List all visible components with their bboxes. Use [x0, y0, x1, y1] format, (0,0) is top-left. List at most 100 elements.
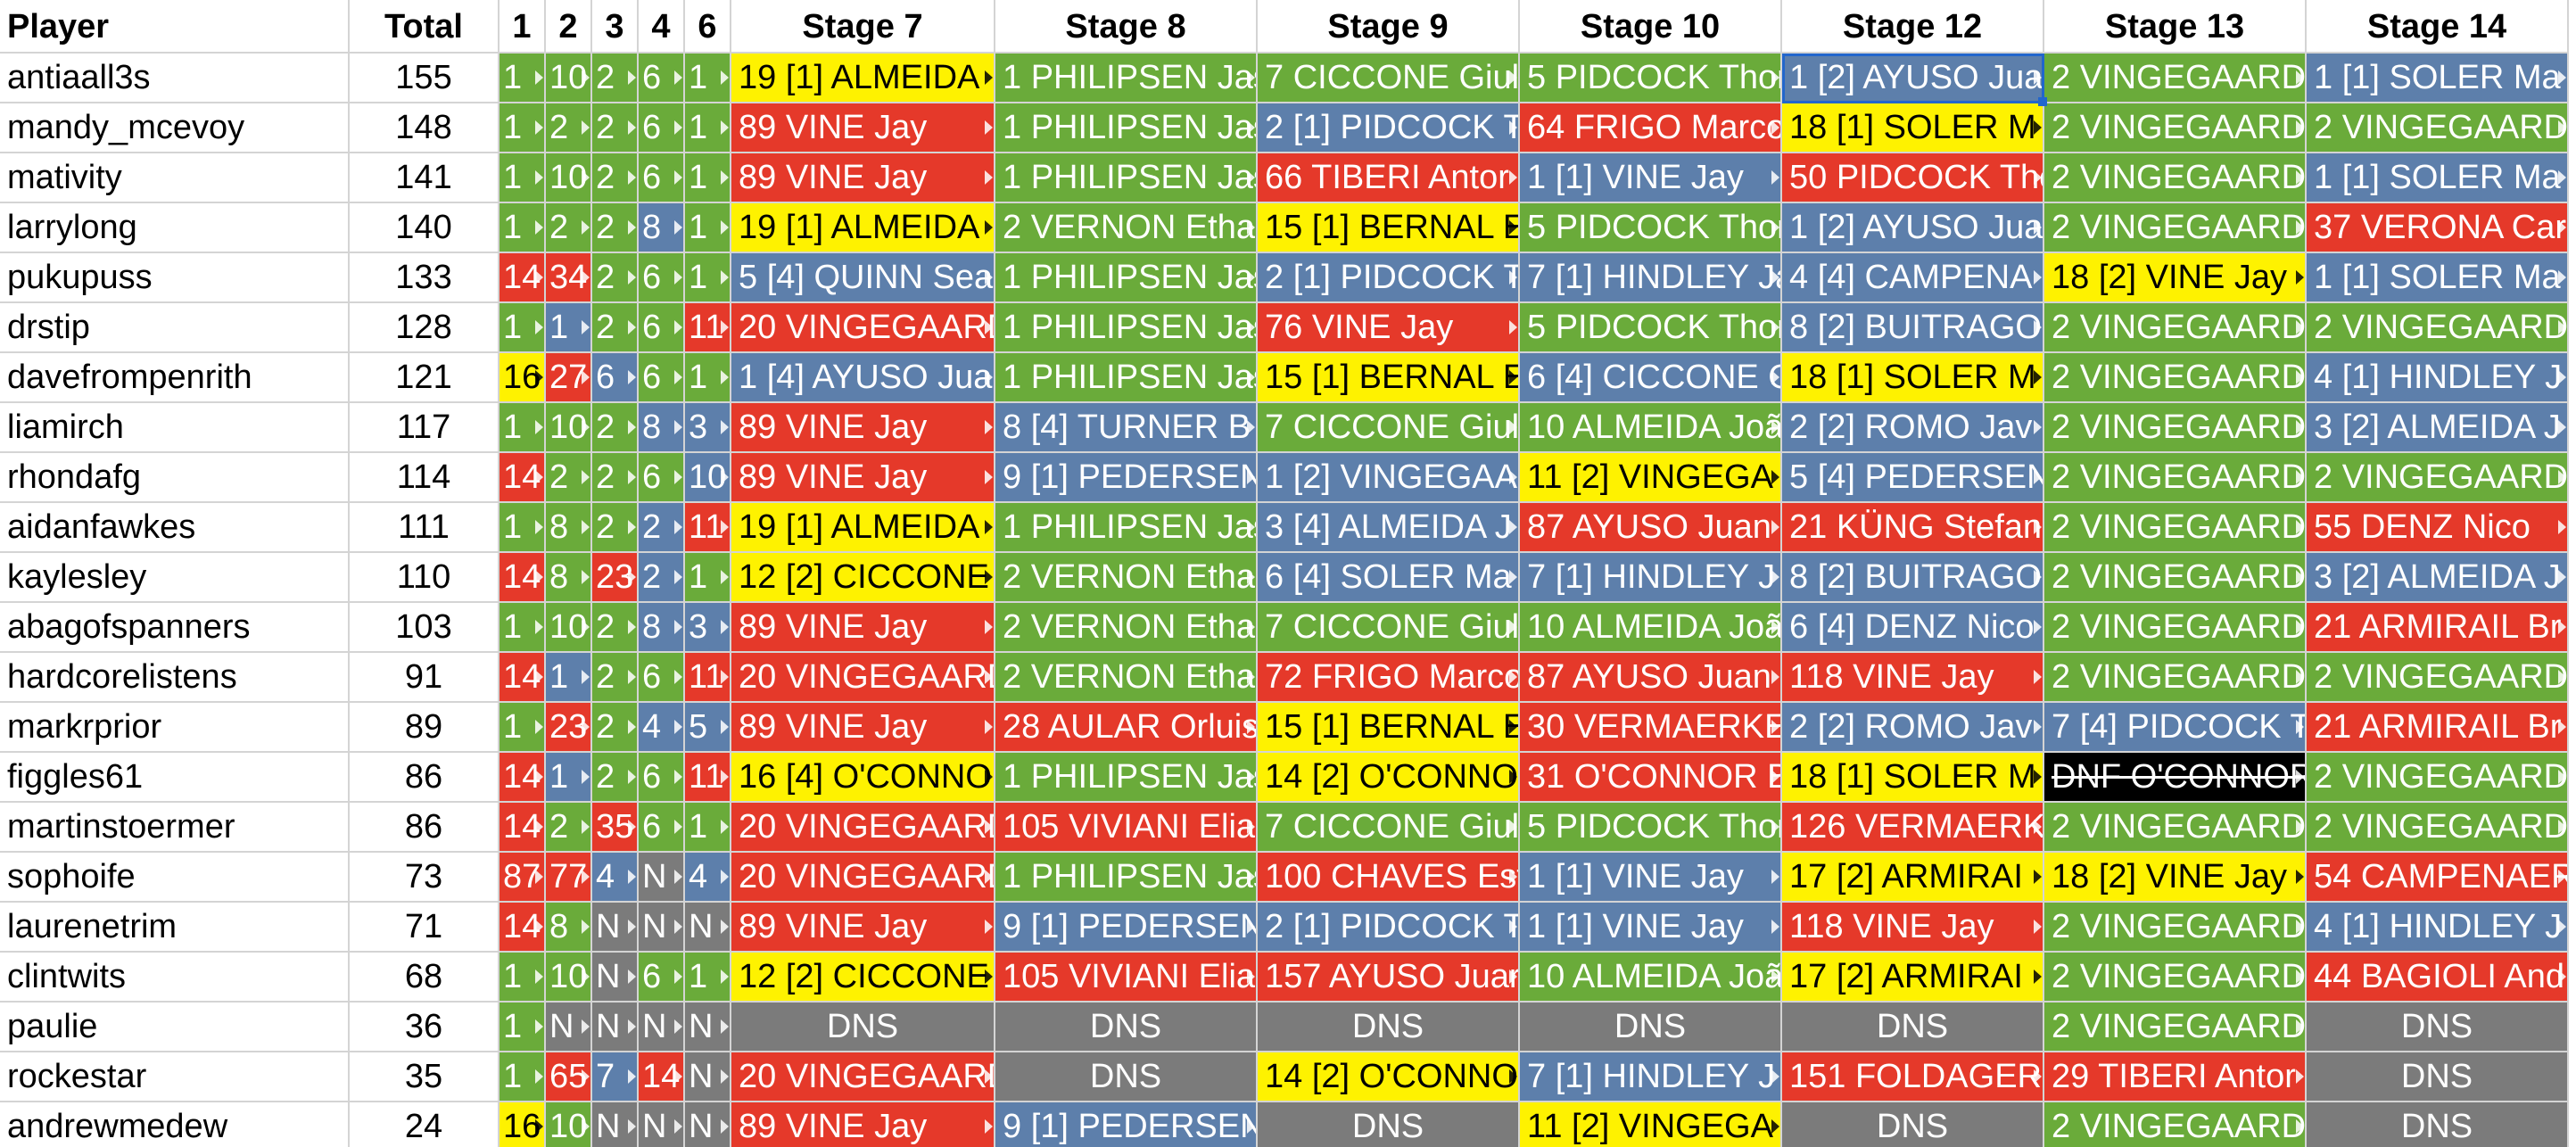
pick-cell-3[interactable]: 2 [592, 453, 639, 503]
pick-cell-2[interactable]: 2 [546, 203, 592, 253]
pick-cell-6[interactable]: 3 [685, 603, 731, 653]
pick-cell-2[interactable]: 10 [546, 953, 592, 1003]
pick-cell-stage-13[interactable]: 2 VINGEGAARD [2044, 1003, 2307, 1052]
pick-cell-stage-10[interactable]: 31 O'CONNOR B [1520, 753, 1782, 803]
total-cell[interactable]: 110 [350, 553, 500, 603]
pick-cell-stage-14[interactable]: 1 [1] SOLER Ma [2307, 54, 2569, 103]
pick-cell-2[interactable]: 8 [546, 503, 592, 553]
pick-cell-2[interactable]: 10 [546, 54, 592, 103]
pick-cell-stage-7[interactable]: 16 [4] O'CONNO [731, 753, 995, 803]
pick-cell-3[interactable]: 2 [592, 103, 639, 153]
pick-cell-stage-9[interactable]: 1 [2] VINGEGAA [1258, 453, 1520, 503]
pick-cell-stage-14[interactable]: 2 VINGEGAARD [2307, 453, 2569, 503]
pick-cell-1[interactable]: 1 [500, 103, 546, 153]
pick-cell-stage-10[interactable]: 1 [1] VINE Jay [1520, 153, 1782, 203]
pick-cell-stage-10[interactable]: 87 AYUSO Juan [1520, 653, 1782, 703]
pick-cell-stage-9[interactable]: 76 VINE Jay [1258, 303, 1520, 353]
player-cell[interactable]: andrewmedew [0, 1102, 350, 1147]
pick-cell-stage-9[interactable]: DNS [1258, 1003, 1520, 1052]
pick-cell-3[interactable]: 7 [592, 1052, 639, 1102]
pick-cell-6[interactable]: 11 [685, 303, 731, 353]
pick-cell-6[interactable]: N [685, 1003, 731, 1052]
pick-cell-1[interactable]: 87 [500, 853, 546, 903]
player-cell[interactable]: markrprior [0, 703, 350, 753]
pick-cell-4[interactable]: 4 [639, 703, 685, 753]
pick-cell-stage-14[interactable]: 1 [1] SOLER Ma [2307, 153, 2569, 203]
pick-cell-stage-14[interactable]: 2 VINGEGAARD [2307, 653, 2569, 703]
pick-cell-2[interactable]: 8 [546, 903, 592, 953]
pick-cell-stage-13[interactable]: 2 VINGEGAARD [2044, 103, 2307, 153]
pick-cell-stage-7[interactable]: 20 VINGEGAARD [731, 1052, 995, 1102]
pick-cell-stage-12[interactable]: 1 [2] AYUSO Jua [1782, 203, 2044, 253]
total-cell[interactable]: 91 [350, 653, 500, 703]
pick-cell-stage-9[interactable]: 15 [1] BERNAL E [1258, 703, 1520, 753]
column-header-stage-7[interactable]: Stage 7 [731, 0, 995, 54]
pick-cell-stage-9[interactable]: 157 AYUSO Juar [1258, 953, 1520, 1003]
pick-cell-stage-8[interactable]: DNS [995, 1052, 1258, 1102]
pick-cell-2[interactable]: 8 [546, 553, 592, 603]
pick-cell-4[interactable]: 8 [639, 403, 685, 453]
pick-cell-1[interactable]: 1 [500, 603, 546, 653]
pick-cell-stage-10[interactable]: 7 [1] HINDLEY J [1520, 553, 1782, 603]
pick-cell-stage-7[interactable]: 19 [1] ALMEIDA [731, 203, 995, 253]
pick-cell-stage-9[interactable]: 3 [4] ALMEIDA J [1258, 503, 1520, 553]
pick-cell-stage-8[interactable]: 1 PHILIPSEN Jas [995, 253, 1258, 303]
pick-cell-stage-8[interactable]: 1 PHILIPSEN Jas [995, 503, 1258, 553]
pick-cell-stage-9[interactable]: 7 CICCONE Giuli [1258, 603, 1520, 653]
total-cell[interactable]: 117 [350, 403, 500, 453]
pick-cell-4[interactable]: 14 [639, 1052, 685, 1102]
pick-cell-stage-13[interactable]: 18 [2] VINE Jay [2044, 853, 2307, 903]
total-cell[interactable]: 141 [350, 153, 500, 203]
pick-cell-4[interactable]: N [639, 903, 685, 953]
pick-cell-stage-12[interactable]: 18 [1] SOLER M [1782, 103, 2044, 153]
column-header-stage-12[interactable]: Stage 12 [1782, 0, 2044, 54]
pick-cell-stage-8[interactable]: DNS [995, 1003, 1258, 1052]
pick-cell-stage-10[interactable]: 5 PIDCOCK Thor [1520, 803, 1782, 853]
pick-cell-stage-10[interactable]: 11 [2] VINGEGA [1520, 1102, 1782, 1147]
pick-cell-stage-14[interactable]: 2 VINGEGAARD [2307, 753, 2569, 803]
player-cell[interactable]: rockestar [0, 1052, 350, 1102]
pick-cell-3[interactable]: 2 [592, 503, 639, 553]
pick-cell-6[interactable]: 1 [685, 803, 731, 853]
pick-cell-stage-10[interactable]: 5 PIDCOCK Thor [1520, 303, 1782, 353]
pick-cell-1[interactable]: 14 [500, 253, 546, 303]
pick-cell-2[interactable]: 27 [546, 353, 592, 403]
pick-cell-stage-14[interactable]: 54 CAMPENAER [2307, 853, 2569, 903]
pick-cell-1[interactable]: 1 [500, 1052, 546, 1102]
pick-cell-3[interactable]: 2 [592, 603, 639, 653]
total-cell[interactable]: 114 [350, 453, 500, 503]
total-cell[interactable]: 121 [350, 353, 500, 403]
pick-cell-stage-12[interactable]: 18 [1] SOLER M [1782, 353, 2044, 403]
pick-cell-stage-8[interactable]: 9 [1] PEDERSEN [995, 903, 1258, 953]
total-cell[interactable]: 103 [350, 603, 500, 653]
pick-cell-stage-12[interactable]: 126 VERMAERK [1782, 803, 2044, 853]
pick-cell-2[interactable]: 1 [546, 653, 592, 703]
pick-cell-1[interactable]: 16 [500, 1102, 546, 1147]
pick-cell-2[interactable]: 1 [546, 753, 592, 803]
pick-cell-stage-12[interactable]: 2 [2] ROMO Jav [1782, 403, 2044, 453]
pick-cell-1[interactable]: 14 [500, 553, 546, 603]
pick-cell-stage-8[interactable]: 2 VERNON Etha [995, 603, 1258, 653]
pick-cell-stage-14[interactable]: 2 VINGEGAARD [2307, 103, 2569, 153]
pick-cell-stage-9[interactable]: 2 [1] PIDCOCK T [1258, 103, 1520, 153]
pick-cell-1[interactable]: 14 [500, 453, 546, 503]
column-header-1[interactable]: 1 [500, 0, 546, 54]
pick-cell-stage-9[interactable]: 7 CICCONE Giuli [1258, 54, 1520, 103]
pick-cell-3[interactable]: 2 [592, 303, 639, 353]
pick-cell-stage-7[interactable]: 89 VINE Jay [731, 903, 995, 953]
pick-cell-stage-8[interactable]: 9 [1] PEDERSEN [995, 453, 1258, 503]
pick-cell-2[interactable]: 34 [546, 253, 592, 303]
pick-cell-6[interactable]: 1 [685, 953, 731, 1003]
pick-cell-stage-13[interactable]: 18 [2] VINE Jay [2044, 253, 2307, 303]
pick-cell-stage-7[interactable]: 89 VINE Jay [731, 1102, 995, 1147]
pick-cell-stage-14[interactable]: 21 ARMIRAIL Br [2307, 703, 2569, 753]
pick-cell-stage-12[interactable]: DNS [1782, 1003, 2044, 1052]
pick-cell-stage-13[interactable]: 2 VINGEGAARD [2044, 303, 2307, 353]
pick-cell-stage-7[interactable]: 19 [1] ALMEIDA [731, 54, 995, 103]
pick-cell-6[interactable]: 3 [685, 403, 731, 453]
player-cell[interactable]: paulie [0, 1003, 350, 1052]
pick-cell-3[interactable]: 2 [592, 403, 639, 453]
pick-cell-stage-8[interactable]: 1 PHILIPSEN Jas [995, 353, 1258, 403]
pick-cell-stage-14[interactable]: 2 VINGEGAARD [2307, 303, 2569, 353]
pick-cell-stage-12[interactable]: 17 [2] ARMIRAI [1782, 953, 2044, 1003]
